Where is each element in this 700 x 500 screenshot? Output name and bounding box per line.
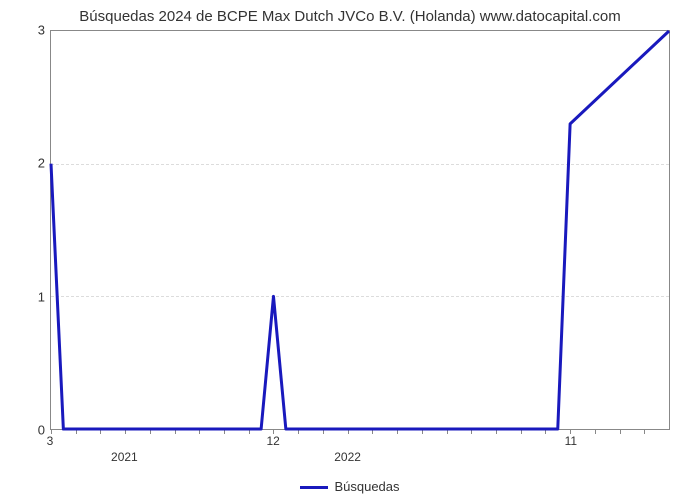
y-tick-label: 1 — [5, 289, 45, 304]
chart-title: Búsquedas 2024 de BCPE Max Dutch JVCo B.… — [0, 8, 700, 25]
x-year-label: 2022 — [334, 450, 361, 464]
x-year-label: 2021 — [111, 450, 138, 464]
y-tick-label: 2 — [5, 156, 45, 171]
x-tick-label: 12 — [267, 434, 280, 448]
x-tick-label: 11 — [565, 434, 577, 448]
x-tick-mark — [620, 429, 621, 434]
x-tick-mark — [644, 429, 645, 434]
y-tick-label: 0 — [5, 423, 45, 438]
x-tick-label: 3 — [47, 434, 54, 448]
legend-label: Búsquedas — [334, 479, 399, 494]
plot-area — [50, 30, 670, 430]
chart-container: Búsquedas 2024 de BCPE Max Dutch JVCo B.… — [0, 0, 700, 500]
y-tick-label: 3 — [5, 23, 45, 38]
legend-swatch — [300, 486, 328, 489]
legend: Búsquedas — [0, 479, 700, 494]
line-series — [51, 31, 669, 429]
x-tick-mark — [595, 429, 596, 434]
